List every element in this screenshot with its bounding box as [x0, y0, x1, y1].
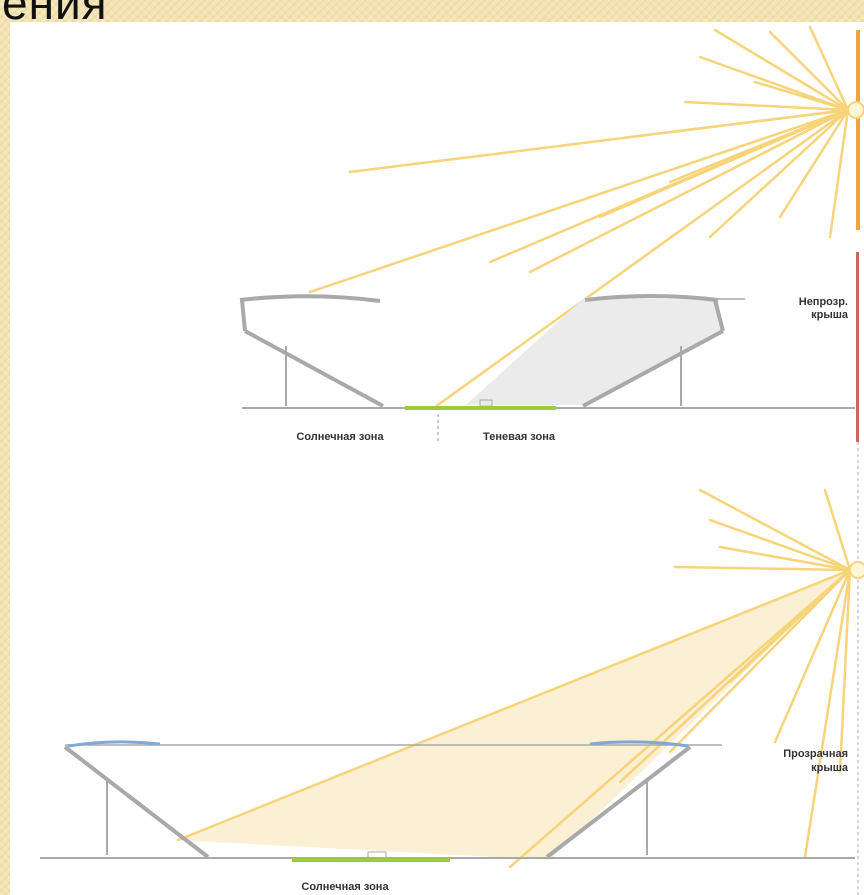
bottom-glass-right	[589, 740, 689, 748]
daylight-diagram: Непрозр. крыша Солнечная зона Теневая зо…	[40, 25, 864, 895]
bottom-light-beam	[178, 570, 850, 860]
top-sun-zone-label: Солнечная зона	[296, 431, 384, 443]
accent-strip-orange	[856, 30, 860, 230]
bottom-roof-label-line2: крыша	[811, 762, 849, 774]
top-sun-rays	[308, 25, 850, 409]
top-shade-zone-label: Теневая зона	[483, 431, 556, 443]
accent-strip-red	[856, 252, 859, 442]
top-roof-label-line1: Непрозр.	[799, 296, 848, 308]
bottom-roof-label-line1: Прозрачная	[783, 748, 848, 760]
bottom-sun-icon	[849, 561, 864, 579]
slide-title: ения	[2, 0, 108, 29]
top-sun-icon	[847, 101, 864, 119]
top-roof-label-line2: крыша	[811, 309, 849, 321]
diagram-canvas: Непрозр. крыша Солнечная зона Теневая зо…	[10, 22, 864, 895]
bottom-glass-left	[67, 740, 161, 748]
bottom-sun-zone-label: Солнечная зона	[301, 881, 389, 893]
bottom-sun-rays	[176, 488, 852, 869]
top-shade-area	[466, 297, 723, 405]
